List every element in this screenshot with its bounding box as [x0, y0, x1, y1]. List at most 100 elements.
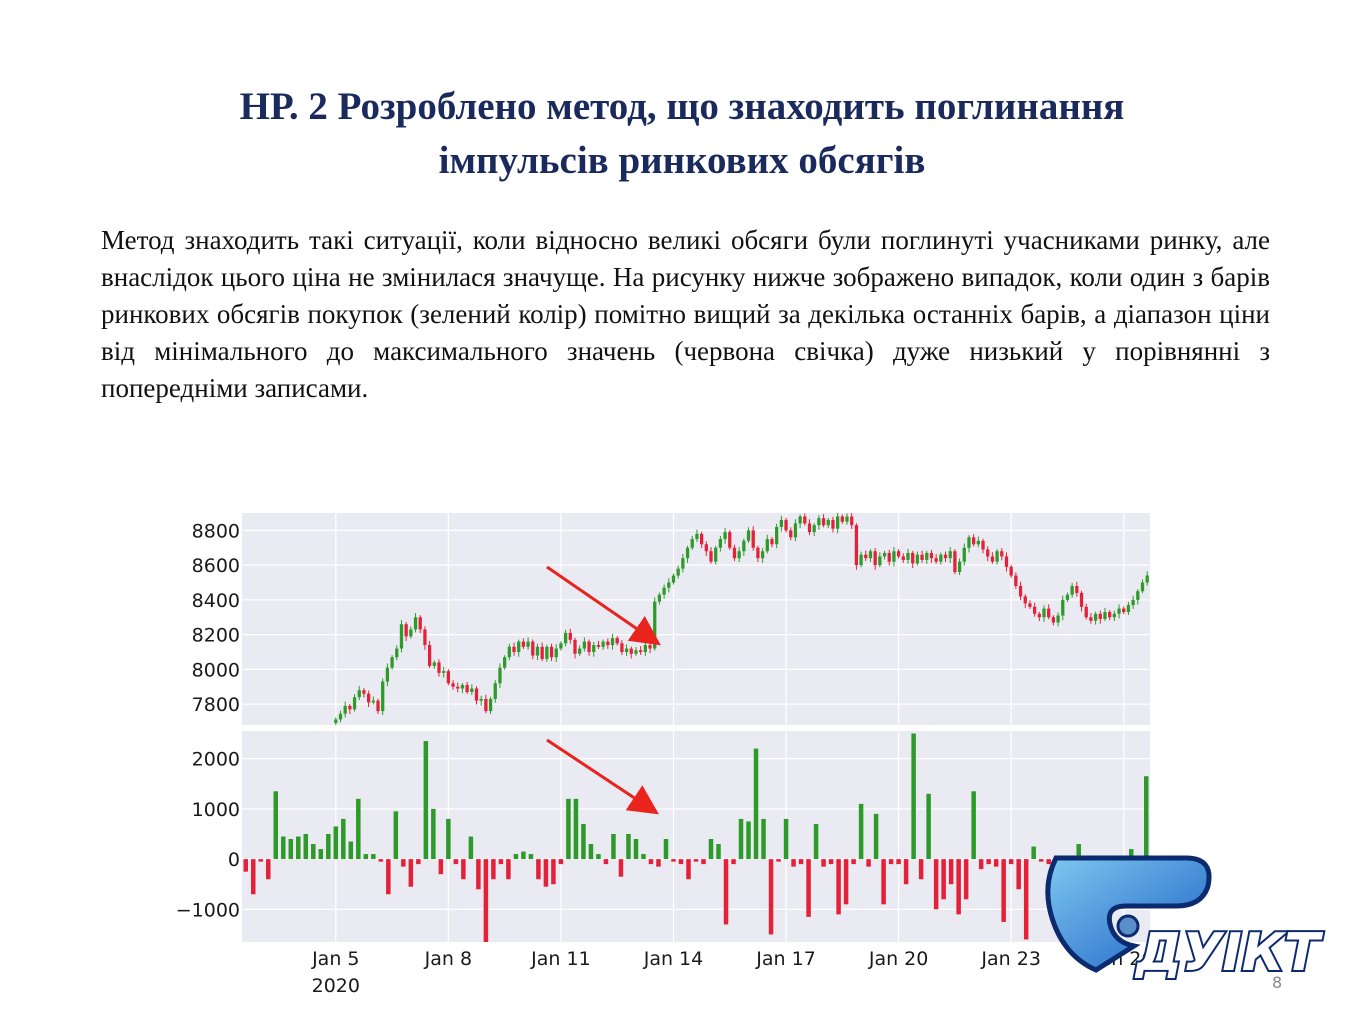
candle-body	[864, 554, 868, 559]
candle-body	[1140, 582, 1145, 592]
volume-bar	[828, 859, 834, 865]
candle-body	[357, 690, 361, 698]
candle-body	[624, 648, 629, 653]
volume-bar	[506, 859, 511, 880]
candle-body	[948, 551, 952, 559]
volume-bar	[596, 854, 601, 860]
candle-body	[690, 539, 694, 548]
candle-body	[1047, 608, 1051, 618]
candle-body	[563, 632, 568, 644]
candle-body	[1117, 608, 1121, 614]
price-tick-label: 7800	[192, 694, 240, 716]
candle-body	[868, 551, 873, 559]
volume-bar	[341, 818, 346, 860]
candle-body	[639, 650, 643, 653]
candle-body	[920, 554, 924, 560]
candle-body	[798, 516, 802, 524]
volume-bar	[798, 859, 804, 865]
volume-bar	[941, 859, 946, 900]
candle-body	[545, 646, 549, 659]
volume-bar	[476, 859, 481, 890]
candle-body	[488, 698, 493, 712]
volume-bar	[708, 839, 714, 860]
volume-bar	[918, 859, 924, 880]
volume-bar	[266, 859, 271, 880]
candle-body	[582, 641, 587, 649]
volume-tick-label: 0	[228, 849, 240, 871]
volume-bar	[378, 859, 384, 862]
volume-tick-label: −1000	[176, 899, 240, 921]
candle-body	[901, 556, 905, 560]
candle-body	[845, 516, 849, 522]
volume-panel-background	[242, 731, 1150, 942]
candle-body	[366, 693, 371, 703]
volume-bar	[858, 803, 864, 860]
price-tick-label: 8400	[192, 590, 240, 612]
candle-body	[606, 641, 610, 646]
volume-bar	[356, 798, 361, 860]
volume-bar	[281, 836, 286, 860]
candle-body	[610, 638, 615, 646]
candle-body	[460, 685, 465, 689]
candle-body	[770, 539, 774, 545]
candle-body	[634, 650, 638, 654]
page-number: 8	[1272, 973, 1283, 992]
candle-body	[1126, 605, 1131, 613]
candle-body	[1009, 566, 1013, 576]
candle-body	[348, 705, 352, 710]
candle-body	[667, 582, 671, 588]
candle-body	[1079, 592, 1084, 607]
price-panel: 7800 8000 8200 8400 8600 8800	[192, 513, 1150, 725]
candle-body	[343, 705, 347, 714]
logo-dot-icon	[1116, 914, 1140, 938]
candle-body	[493, 683, 497, 699]
volume-bar	[468, 836, 474, 860]
candle-body	[859, 554, 863, 566]
candle-body	[1032, 606, 1037, 614]
candle-body	[779, 519, 784, 527]
candle-body	[437, 662, 441, 673]
candle-body	[929, 552, 934, 559]
volume-bar	[963, 859, 969, 900]
candle-body	[915, 554, 920, 564]
volume-bar	[821, 859, 826, 867]
candle-body	[737, 551, 741, 559]
candle-body	[526, 641, 530, 647]
candle-body	[957, 561, 962, 573]
candle-body	[765, 539, 769, 552]
candle-body	[728, 532, 732, 548]
candle-body	[756, 547, 760, 559]
volume-bar	[686, 859, 691, 880]
x-tick-label: Jan 23	[980, 948, 1041, 970]
candle-body	[334, 719, 338, 723]
x-tick-label: Jan 5	[311, 948, 359, 970]
candle-body	[751, 530, 755, 548]
candle-body	[484, 698, 488, 712]
candle-body	[807, 523, 812, 533]
volume-bar	[453, 859, 459, 865]
candle-body	[854, 525, 859, 566]
volume-bar	[648, 859, 654, 865]
volume-bar	[633, 839, 639, 860]
candle-body	[685, 547, 690, 559]
volume-bar	[581, 823, 586, 860]
candle-body	[503, 657, 507, 668]
candle-body	[385, 667, 390, 682]
volume-bar	[446, 818, 451, 860]
volume-bar	[258, 859, 264, 862]
volume-bar	[483, 859, 489, 942]
body-paragraph: Метод знаходить такі ситуації, коли відн…	[101, 222, 1270, 407]
volume-bar	[536, 859, 541, 880]
candle-body	[1061, 599, 1065, 616]
x-tick-label: Jan 20	[868, 948, 929, 970]
candle-body	[882, 552, 887, 557]
volume-bar	[491, 859, 496, 880]
volume-bar	[551, 859, 556, 885]
volume-bar	[1031, 846, 1036, 860]
x-tick-label: Jan 17	[755, 948, 816, 970]
candle-body	[620, 643, 624, 653]
volume-bar	[836, 859, 841, 915]
candle-body	[531, 641, 535, 656]
candle-body	[535, 646, 540, 656]
